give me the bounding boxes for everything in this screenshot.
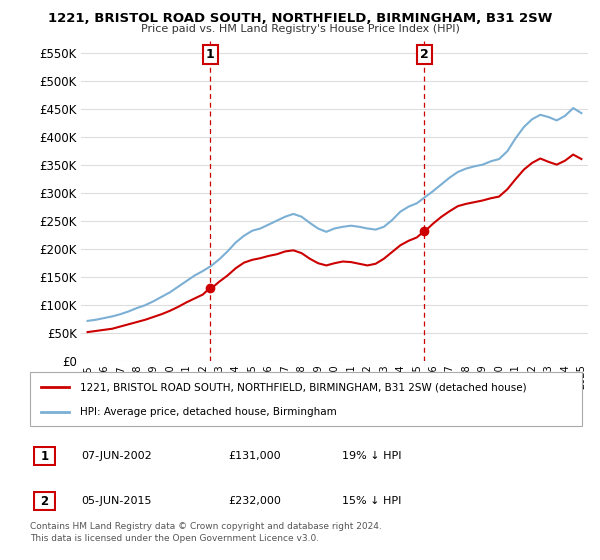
Text: 2: 2 [419, 48, 428, 61]
FancyBboxPatch shape [34, 447, 55, 465]
Text: £232,000: £232,000 [228, 496, 281, 506]
Text: 1221, BRISTOL ROAD SOUTH, NORTHFIELD, BIRMINGHAM, B31 2SW: 1221, BRISTOL ROAD SOUTH, NORTHFIELD, BI… [48, 12, 552, 25]
Text: Contains HM Land Registry data © Crown copyright and database right 2024.: Contains HM Land Registry data © Crown c… [30, 522, 382, 531]
Text: £131,000: £131,000 [228, 451, 281, 461]
Text: 2: 2 [40, 494, 49, 508]
Text: Price paid vs. HM Land Registry's House Price Index (HPI): Price paid vs. HM Land Registry's House … [140, 24, 460, 34]
Text: 15% ↓ HPI: 15% ↓ HPI [342, 496, 401, 506]
FancyBboxPatch shape [34, 492, 55, 510]
Text: 19% ↓ HPI: 19% ↓ HPI [342, 451, 401, 461]
FancyBboxPatch shape [30, 372, 582, 426]
Text: This data is licensed under the Open Government Licence v3.0.: This data is licensed under the Open Gov… [30, 534, 319, 543]
Text: 1221, BRISTOL ROAD SOUTH, NORTHFIELD, BIRMINGHAM, B31 2SW (detached house): 1221, BRISTOL ROAD SOUTH, NORTHFIELD, BI… [80, 382, 526, 393]
Text: 07-JUN-2002: 07-JUN-2002 [81, 451, 152, 461]
Text: 05-JUN-2015: 05-JUN-2015 [81, 496, 151, 506]
Text: HPI: Average price, detached house, Birmingham: HPI: Average price, detached house, Birm… [80, 407, 337, 417]
Text: 1: 1 [40, 450, 49, 463]
Text: 1: 1 [206, 48, 214, 61]
